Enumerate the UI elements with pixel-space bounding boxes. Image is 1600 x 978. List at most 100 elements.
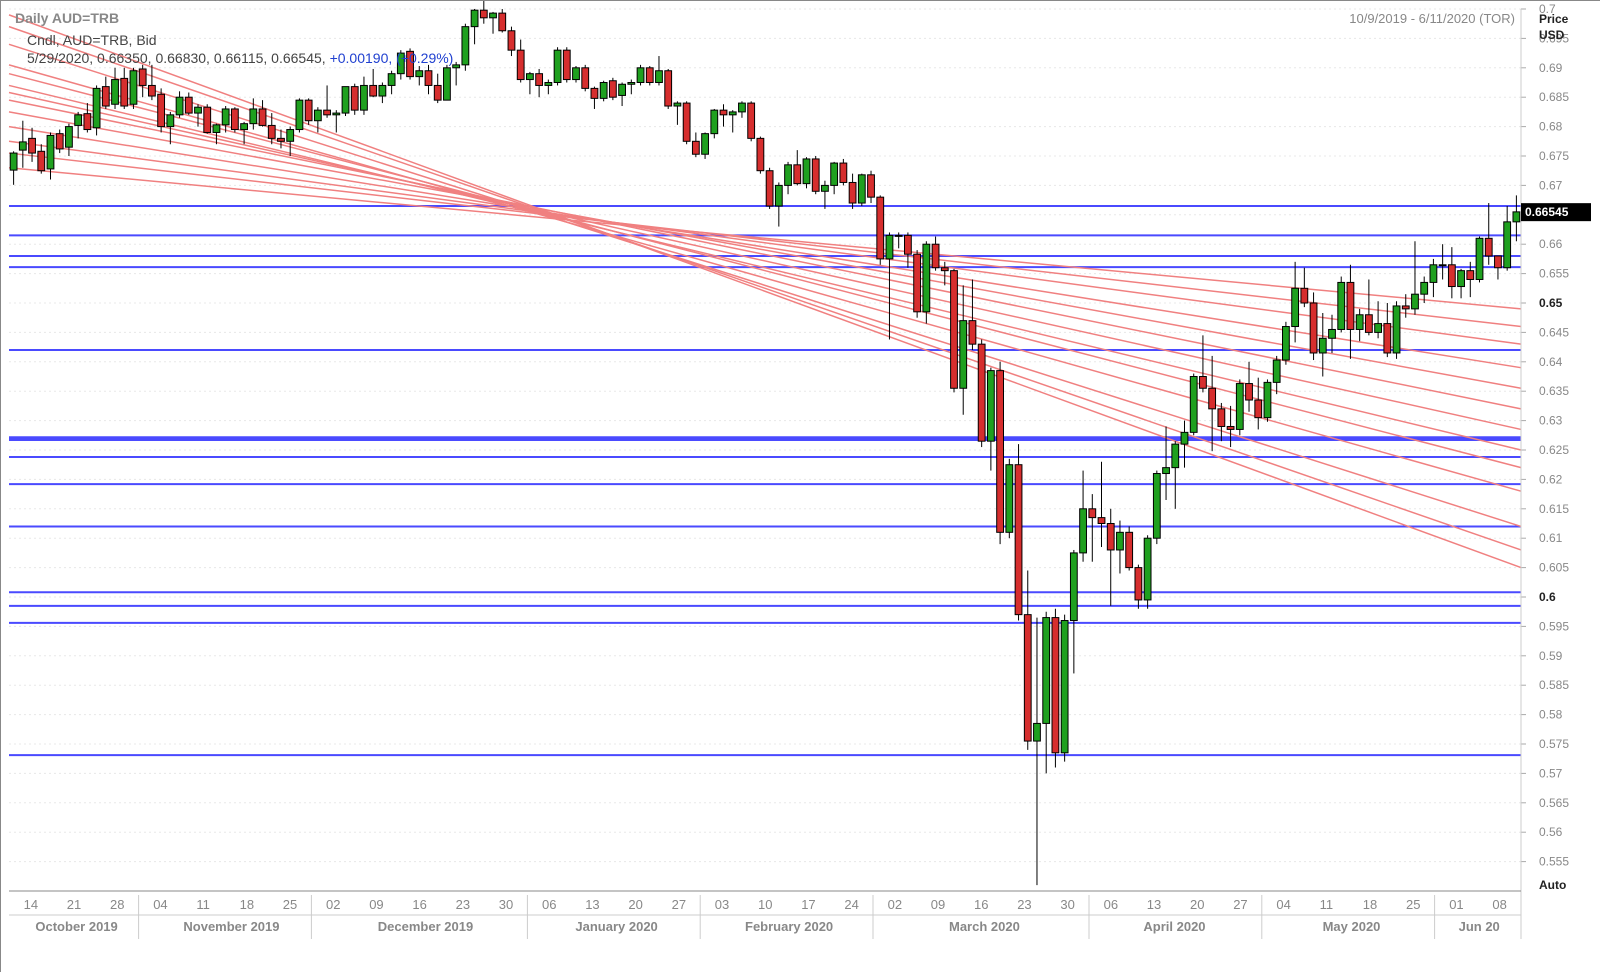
- candle: [185, 97, 192, 113]
- candle: [757, 138, 764, 170]
- candle: [287, 130, 294, 142]
- candle: [195, 107, 202, 113]
- candle: [831, 163, 838, 185]
- candle: [849, 182, 856, 203]
- candle: [130, 71, 137, 105]
- x-day-label: 25: [283, 897, 297, 912]
- candle: [1476, 238, 1483, 279]
- candle: [1504, 222, 1511, 268]
- candle: [1421, 282, 1428, 294]
- candle: [425, 71, 432, 86]
- candle: [213, 125, 220, 133]
- y-tick-label: 0.58: [1539, 708, 1563, 722]
- candle: [1126, 532, 1133, 567]
- candle: [1070, 553, 1077, 621]
- candle: [1135, 568, 1142, 600]
- candle: [914, 254, 921, 312]
- y-tick-label: 0.6: [1539, 590, 1556, 604]
- candle: [508, 31, 515, 50]
- candle: [822, 185, 829, 191]
- x-day-label: 16: [412, 897, 426, 912]
- candle: [582, 68, 589, 89]
- x-day-label: 27: [672, 897, 686, 912]
- candle: [1061, 621, 1068, 753]
- x-month-label: October 2019: [35, 919, 117, 934]
- candle: [84, 114, 91, 130]
- candle: [905, 235, 912, 254]
- y-tick-label: 0.61: [1539, 531, 1563, 545]
- y-tick-label: 0.625: [1539, 443, 1569, 457]
- candle: [158, 94, 165, 126]
- x-day-label: 17: [801, 897, 815, 912]
- candle: [997, 371, 1004, 533]
- candle: [1356, 315, 1363, 330]
- chart-svg[interactable]: 0.5550.560.5650.570.5750.580.5850.590.59…: [1, 1, 1600, 973]
- candle: [38, 151, 45, 170]
- candle: [1301, 288, 1308, 303]
- candle: [1181, 432, 1188, 444]
- candle: [1117, 532, 1124, 550]
- y-tick-label: 0.56: [1539, 825, 1563, 839]
- y-axis-unit: USD: [1539, 28, 1565, 42]
- x-day-label: 20: [628, 897, 642, 912]
- candle: [268, 125, 275, 138]
- x-day-label: 11: [196, 897, 210, 912]
- chart-container[interactable]: 0.5550.560.5650.570.5750.580.5850.590.59…: [0, 0, 1600, 972]
- candle: [361, 85, 368, 110]
- candle: [527, 74, 534, 80]
- x-day-label: 09: [931, 897, 945, 912]
- candle: [978, 344, 985, 441]
- x-day-label: 28: [110, 897, 124, 912]
- y-tick-label: 0.555: [1539, 855, 1569, 869]
- x-month-label: May 2020: [1323, 919, 1381, 934]
- candle: [1107, 524, 1114, 550]
- candle: [19, 142, 26, 150]
- candle: [858, 175, 865, 203]
- candle: [121, 78, 128, 106]
- candle: [296, 100, 303, 129]
- candle: [692, 141, 699, 154]
- candle: [895, 235, 902, 236]
- candle: [554, 50, 561, 82]
- x-day-label: 04: [153, 897, 167, 912]
- candle: [250, 109, 257, 124]
- candle: [324, 110, 331, 115]
- candle: [1218, 409, 1225, 427]
- candle: [351, 87, 358, 111]
- y-tick-label: 0.59: [1539, 649, 1563, 663]
- candle: [471, 10, 478, 26]
- x-month-label: December 2019: [378, 919, 473, 934]
- x-day-label: 20: [1190, 897, 1204, 912]
- candle: [1264, 382, 1271, 417]
- candle: [1329, 329, 1336, 338]
- x-day-label: 14: [24, 897, 38, 912]
- candle: [167, 115, 174, 127]
- x-day-label: 06: [1104, 897, 1118, 912]
- candle: [75, 115, 82, 126]
- y-tick-label: 0.585: [1539, 678, 1569, 692]
- y-tick-label: 0.615: [1539, 502, 1569, 516]
- candle: [785, 165, 792, 186]
- y-tick-label: 0.65: [1539, 296, 1563, 310]
- candle: [748, 103, 755, 138]
- candle: [333, 113, 340, 115]
- candle: [499, 13, 506, 31]
- candle: [29, 138, 36, 153]
- candle: [102, 87, 109, 106]
- candle: [1098, 518, 1105, 524]
- x-month-label: April 2020: [1143, 919, 1205, 934]
- candle: [628, 83, 635, 85]
- y-tick-label: 0.655: [1539, 267, 1569, 281]
- candle: [1200, 377, 1207, 389]
- candle: [112, 80, 119, 105]
- candle: [1034, 723, 1041, 741]
- candle: [1052, 618, 1059, 753]
- candle: [490, 13, 497, 18]
- candle: [93, 88, 100, 127]
- candle: [932, 244, 939, 268]
- candle: [665, 71, 672, 106]
- candle: [1448, 265, 1455, 287]
- candle: [462, 27, 469, 65]
- candle: [204, 107, 211, 132]
- candle: [1485, 238, 1492, 256]
